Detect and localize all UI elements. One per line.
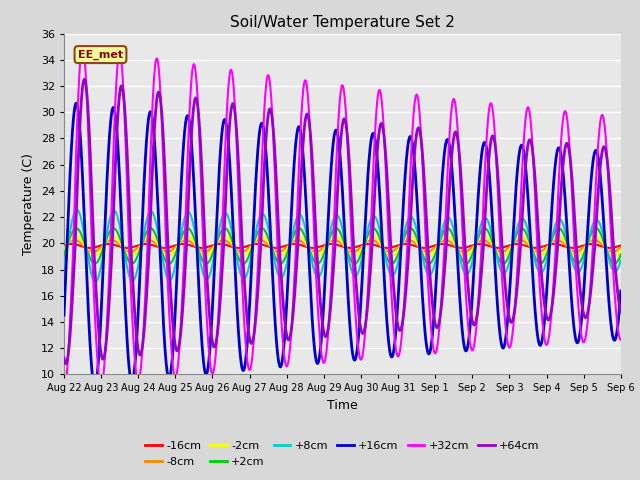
Legend: -16cm, -8cm, -2cm, +2cm, +8cm, +16cm, +32cm, +64cm: -16cm, -8cm, -2cm, +2cm, +8cm, +16cm, +3… [141,437,544,471]
Y-axis label: Temperature (C): Temperature (C) [22,153,35,255]
X-axis label: Time: Time [327,399,358,412]
Text: EE_met: EE_met [78,49,123,60]
Title: Soil/Water Temperature Set 2: Soil/Water Temperature Set 2 [230,15,455,30]
